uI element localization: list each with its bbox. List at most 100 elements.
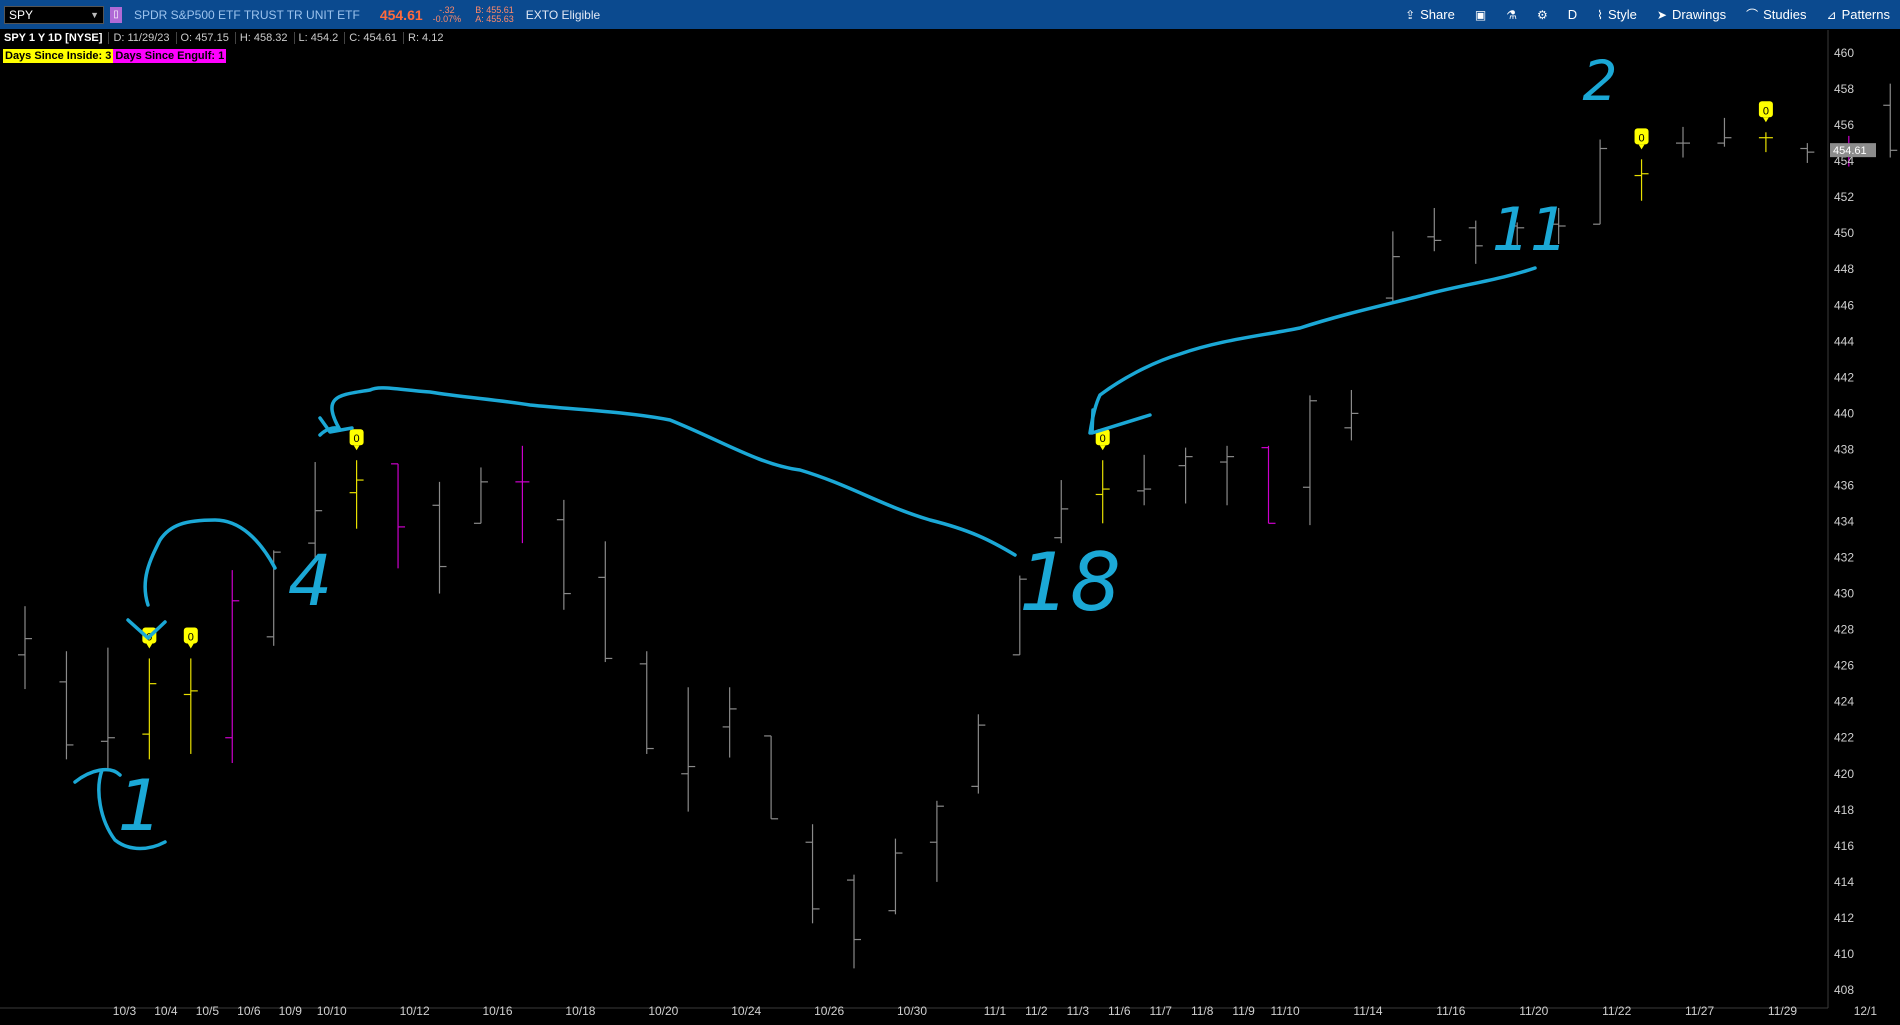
y-tick-label: 436	[1834, 478, 1854, 492]
y-tick-label: 414	[1834, 875, 1854, 889]
x-tick-label: 11/6	[1108, 1004, 1131, 1018]
ohlc-bar	[847, 874, 861, 969]
ohlc-bar	[722, 687, 737, 758]
info-date: D: 11/29/23	[108, 31, 170, 44]
x-tick-label: 11/8	[1191, 1004, 1214, 1018]
ohlc-bar	[349, 460, 364, 529]
y-tick-label: 420	[1834, 767, 1854, 781]
ohlc-bar	[1676, 126, 1690, 158]
x-tick-label: 11/3	[1067, 1004, 1090, 1018]
patterns-button[interactable]: ⊿ Patterns	[1827, 7, 1890, 22]
ohlc-bar	[805, 824, 820, 924]
ohlc-bar	[1095, 460, 1110, 524]
percent-change: -0.07%	[432, 13, 462, 24]
lab-button[interactable]: ⚗	[1506, 8, 1517, 22]
ohlc-bar	[1427, 207, 1442, 252]
y-tick-label: 450	[1834, 226, 1854, 240]
y-tick-label: 416	[1834, 839, 1854, 853]
marker-pointer	[1638, 144, 1645, 150]
y-tick-label: 452	[1834, 190, 1854, 204]
studies-icon: ⌒	[1746, 8, 1759, 22]
symbol-text: SPY	[9, 7, 34, 22]
ohlc-bar	[1468, 220, 1483, 264]
x-tick-label: 11/9	[1232, 1004, 1255, 1018]
chevron-down-icon: ▼	[90, 9, 99, 20]
marker-box	[1634, 128, 1649, 145]
x-tick-label: 11/29	[1768, 1004, 1797, 1018]
x-tick-label: 10/20	[648, 1004, 678, 1018]
ohlc-bar	[100, 647, 115, 771]
ohlc-bar	[1758, 132, 1773, 153]
x-tick-label: 10/4	[154, 1004, 178, 1018]
inside-bar-marker: 0	[183, 627, 198, 649]
gear-icon: ⚙	[1536, 7, 1548, 22]
period-button[interactable]: D	[1568, 7, 1577, 22]
ohlc-bar	[59, 651, 74, 760]
x-tick-label: 10/10	[317, 1004, 347, 1018]
ohlc-bar	[598, 541, 613, 663]
symbol-description: SPDR S&P500 ETF TRUST TR UNIT ETF	[134, 7, 360, 22]
y-tick-label: 442	[1834, 370, 1854, 384]
annotation-stroke	[318, 386, 1017, 557]
inside-bar-marker: 0	[1758, 101, 1773, 123]
y-tick-label: 440	[1834, 406, 1854, 420]
info-low: L: 454.2	[293, 31, 338, 44]
y-tick-label: 454	[1834, 154, 1854, 168]
annotation-stroke	[1090, 408, 1152, 435]
top-toolbar: SPY ▼ ▯ SPDR S&P500 ETF TRUST TR UNIT ET…	[0, 0, 1900, 29]
studies-button[interactable]: ⌒ Studies	[1746, 6, 1806, 23]
y-tick-label: 422	[1834, 731, 1854, 745]
marker-box	[1095, 429, 1110, 446]
ask-price: A: 455.63	[475, 13, 514, 24]
marker-label: 0	[188, 631, 194, 643]
x-tick-label: 10/3	[113, 1004, 137, 1018]
x-tick-label: 10/24	[731, 1004, 761, 1018]
marker-box	[349, 429, 364, 446]
annotation-stroke	[318, 416, 354, 434]
ohlc-bar	[1302, 395, 1317, 526]
y-tick-label: 408	[1834, 983, 1854, 997]
x-tick-label: 10/16	[483, 1004, 513, 1018]
ohlc-bar	[1220, 445, 1235, 506]
link-flag-icon[interactable]: ▯	[110, 6, 122, 23]
ohlc-bar	[18, 606, 32, 690]
marker-box	[1758, 101, 1773, 118]
marker-box	[183, 627, 198, 644]
study-badges: Days Since Inside: 3 Days Since Engulf: …	[3, 49, 227, 63]
ohlc-bar	[1137, 454, 1152, 506]
style-icon: ⌇	[1597, 7, 1603, 22]
share-button[interactable]: ⇪ Share	[1405, 7, 1455, 22]
snapshot-button[interactable]: ▣	[1475, 8, 1486, 22]
ohlc-bar	[142, 658, 157, 760]
ohlc-bar	[225, 570, 240, 763]
symbol-selector[interactable]: SPY ▼	[4, 5, 104, 24]
studies-label: Studies	[1763, 7, 1807, 22]
ohlc-bar	[391, 463, 406, 569]
days-since-engulf-badge: Days Since Engulf: 1	[113, 49, 227, 63]
y-tick-label: 438	[1834, 442, 1854, 456]
style-button[interactable]: ⌇ Style	[1597, 7, 1637, 22]
x-tick-label: 11/27	[1685, 1004, 1714, 1018]
chart-title: SPY 1 Y 1D [NYSE]	[4, 31, 103, 44]
drawings-button[interactable]: ➤ Drawings	[1657, 7, 1726, 22]
ohlc-bar	[929, 800, 944, 882]
handwritten-number: 11	[1492, 195, 1568, 265]
annotation-stroke	[126, 618, 167, 640]
last-price: 454.61	[379, 6, 423, 23]
change-block: -.32 -0.07%	[432, 5, 462, 24]
x-tick-label: 11/1	[984, 1004, 1007, 1018]
x-tick-label: 11/10	[1271, 1004, 1300, 1018]
x-tick-label: 11/16	[1436, 1004, 1465, 1018]
ohlc-bar	[888, 838, 903, 915]
info-open: O: 457.15	[175, 31, 229, 44]
handwritten-number: 2	[1583, 49, 1618, 113]
y-tick-label: 428	[1834, 623, 1854, 637]
annotation-stroke	[143, 518, 277, 607]
ohlc-bar	[1344, 389, 1359, 441]
marker-label: 0	[1100, 433, 1106, 445]
ohlc-bar	[1634, 159, 1649, 201]
ohlc-bar	[639, 651, 654, 754]
settings-button[interactable]: ⚙	[1537, 8, 1548, 22]
x-tick-label: 12/1	[1854, 1004, 1878, 1018]
